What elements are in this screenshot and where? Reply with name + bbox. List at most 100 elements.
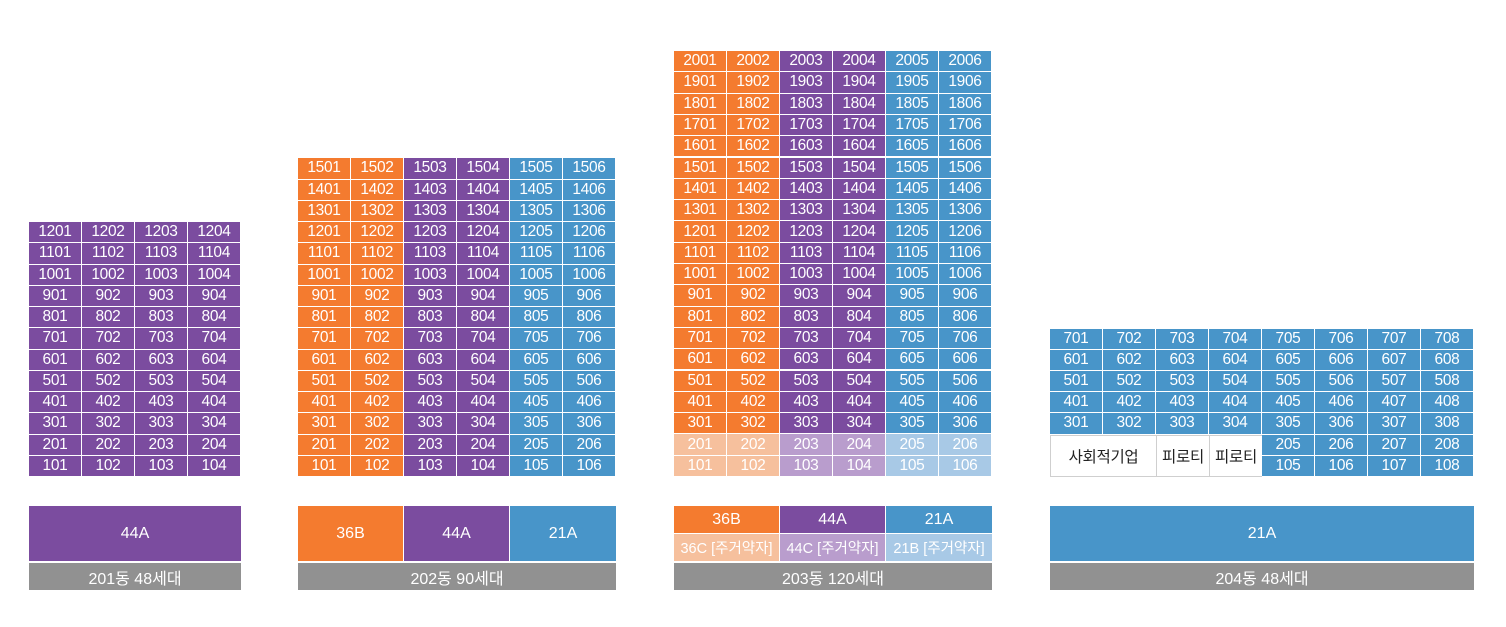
piloti-label: 피로티 xyxy=(1209,434,1262,477)
unit-cell: 1303 xyxy=(780,200,833,222)
unit-cell: 204 xyxy=(188,434,241,456)
unit-cell: 1505 xyxy=(510,158,563,180)
unit-cell: 1603 xyxy=(780,136,833,158)
unit-cell: 105 xyxy=(886,455,939,477)
unit-cell: 804 xyxy=(188,307,241,329)
unit-cell: 2006 xyxy=(939,51,992,73)
unit-cell: 601 xyxy=(1050,349,1103,371)
unit-cell: 1003 xyxy=(404,264,457,286)
unit-cell: 302 xyxy=(82,413,135,435)
unit-cell: 1004 xyxy=(457,264,510,286)
unit-cell: 503 xyxy=(1156,370,1209,393)
unit-cell: 1001 xyxy=(674,264,727,286)
unit-cell: 1906 xyxy=(939,72,992,94)
unit-cell: 706 xyxy=(563,328,616,350)
unit-cell: 704 xyxy=(188,328,241,350)
unit-cell: 1004 xyxy=(188,264,241,286)
unit-cell: 906 xyxy=(563,285,616,307)
unit-cell: 404 xyxy=(457,392,510,414)
unit-cell: 605 xyxy=(510,349,563,371)
unit-cell: 503 xyxy=(135,370,188,392)
unit-cell: 1002 xyxy=(351,264,404,286)
unit-cell: 901 xyxy=(298,285,351,307)
unit-cell: 1506 xyxy=(939,157,992,179)
unit-cell: 1106 xyxy=(563,243,616,265)
caption-204: 204동 48세대 xyxy=(1050,563,1474,590)
unit-cell: 508 xyxy=(1421,370,1474,393)
unit-cell: 106 xyxy=(1315,455,1368,477)
unit-cell: 1004 xyxy=(833,264,886,286)
unit-cell: 601 xyxy=(29,349,82,371)
unit-cell: 603 xyxy=(1156,349,1209,371)
unit-cell: 901 xyxy=(29,285,82,307)
unit-cell: 303 xyxy=(780,413,833,435)
unit-cell: 702 xyxy=(1103,328,1156,350)
unit-cell: 206 xyxy=(939,434,992,456)
unit-cell: 1401 xyxy=(298,179,351,201)
legend-203-36b: 36B xyxy=(674,506,780,534)
unit-cell: 403 xyxy=(404,392,457,414)
unit-cell: 2001 xyxy=(674,51,727,73)
unit-cell: 1304 xyxy=(833,200,886,222)
unit-cell: 801 xyxy=(674,306,727,328)
unit-cell: 602 xyxy=(1103,349,1156,371)
unit-cell: 1204 xyxy=(188,222,241,244)
unit-cell: 1706 xyxy=(939,114,992,137)
unit-cell: 502 xyxy=(82,370,135,392)
unit-cell: 704 xyxy=(457,328,510,350)
unit-cell: 603 xyxy=(404,349,457,371)
unit-cell: 602 xyxy=(82,349,135,371)
unit-cell: 201 xyxy=(298,434,351,456)
unit-cell: 406 xyxy=(1315,392,1368,414)
unit-cell: 2003 xyxy=(780,51,833,73)
unit-cell: 1201 xyxy=(674,221,727,243)
unit-cell: 1105 xyxy=(886,242,939,264)
unit-cell: 1904 xyxy=(833,72,886,94)
unit-cell: 402 xyxy=(82,392,135,414)
unit-cell: 805 xyxy=(886,306,939,328)
unit-cell: 1406 xyxy=(939,178,992,201)
unit-cell: 802 xyxy=(82,307,135,329)
legend-204-21a: 21A xyxy=(1050,506,1474,562)
unit-cell: 207 xyxy=(1368,434,1421,456)
unit-cell: 1604 xyxy=(833,136,886,158)
unit-cell: 701 xyxy=(29,328,82,350)
unit-cell: 902 xyxy=(82,285,135,307)
unit-cell: 303 xyxy=(1156,413,1209,435)
unit-cell: 804 xyxy=(457,307,510,329)
unit-cell: 1301 xyxy=(674,200,727,222)
unit-cell: 502 xyxy=(1103,370,1156,393)
unit-cell: 606 xyxy=(563,349,616,371)
unit-cell: 504 xyxy=(457,370,510,392)
unit-cell: 703 xyxy=(404,328,457,350)
unit-cell: 1606 xyxy=(939,136,992,158)
unit-cell: 903 xyxy=(780,285,833,307)
unit-cell: 304 xyxy=(188,413,241,435)
unit-cell: 1805 xyxy=(886,93,939,115)
unit-cell: 402 xyxy=(351,392,404,414)
unit-cell: 205 xyxy=(1262,434,1315,456)
unit-cell: 602 xyxy=(351,349,404,371)
unit-cell: 705 xyxy=(886,327,939,350)
unit-cell: 1801 xyxy=(674,93,727,115)
unit-cell: 203 xyxy=(135,434,188,456)
unit-cell: 1305 xyxy=(510,200,563,222)
unit-cell: 1101 xyxy=(674,242,727,264)
unit-cell: 101 xyxy=(298,455,351,477)
unit-cell: 105 xyxy=(510,455,563,477)
unit-cell: 702 xyxy=(727,327,780,350)
legend-203-21b: 21B [주거약자] xyxy=(886,534,992,562)
unit-cell: 1202 xyxy=(727,221,780,243)
unit-cell: 1402 xyxy=(351,179,404,201)
unit-cell: 504 xyxy=(833,370,886,392)
unit-cell: 701 xyxy=(298,328,351,350)
unit-cell: 307 xyxy=(1368,413,1421,435)
unit-cell: 1005 xyxy=(510,264,563,286)
unit-cell: 506 xyxy=(939,370,992,392)
unit-cell: 401 xyxy=(29,392,82,414)
unit-cell: 608 xyxy=(1421,349,1474,371)
unit-cell: 1002 xyxy=(82,264,135,286)
unit-cell: 1202 xyxy=(82,222,135,244)
unit-cell: 502 xyxy=(727,370,780,392)
unit-cell: 2002 xyxy=(727,51,780,73)
